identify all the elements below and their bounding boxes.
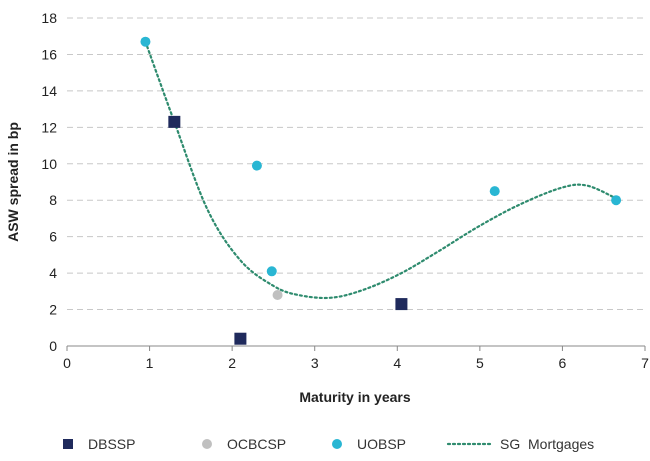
- y-tick-label: 10: [41, 156, 57, 172]
- y-tick-label: 4: [49, 265, 57, 281]
- dbssp-point: [168, 115, 181, 128]
- x-tick-label: 7: [641, 355, 649, 371]
- x-tick-label: 3: [311, 355, 319, 371]
- y-tick-label: 16: [41, 46, 57, 62]
- ocbcsp-point: [272, 289, 283, 300]
- x-tick-label: 1: [146, 355, 154, 371]
- y-tick-labels: 0 2 4 6 8 10 12 14 16 18: [41, 10, 57, 354]
- dbssp-point: [395, 298, 408, 311]
- dbssp-point: [234, 332, 247, 345]
- x-tick-label: 0: [63, 355, 71, 371]
- y-tick-label: 2: [49, 302, 57, 318]
- legend-label-dbssp: DBSSP: [88, 436, 135, 452]
- grid-lines: [67, 17, 645, 311]
- x-tick-label: 5: [476, 355, 484, 371]
- legend-label-uobsp: UOBSP: [357, 436, 406, 452]
- legend-marker-ocbcsp: [202, 439, 212, 449]
- y-tick-label: 0: [49, 338, 57, 354]
- x-tick-label: 2: [228, 355, 236, 371]
- legend: DBSSP OCBCSP UOBSP SG Mortgages: [63, 436, 594, 452]
- data-points-layer: [140, 36, 622, 345]
- legend-label-sg-mortgages: SG Mortgages: [500, 436, 594, 452]
- y-tick-label: 18: [41, 10, 57, 26]
- y-tick-label: 14: [41, 83, 57, 99]
- y-tick-label: 6: [49, 229, 57, 245]
- uobsp-point: [611, 195, 622, 206]
- x-tick-label: 6: [559, 355, 567, 371]
- y-axis-title: ASW spread in bp: [5, 122, 21, 242]
- y-tick-label: 8: [49, 192, 57, 208]
- x-axis-title: Maturity in years: [299, 389, 410, 405]
- legend-marker-dbssp: [63, 439, 73, 449]
- x-tick-labels: 0 1 2 3 4 5 6 7: [63, 355, 649, 371]
- uobsp-point: [140, 36, 151, 47]
- uobsp-point: [266, 266, 277, 277]
- axes: [66, 345, 646, 351]
- y-tick-label: 12: [41, 119, 57, 135]
- trend-curve-layer: [144, 40, 618, 300]
- uobsp-point: [251, 160, 262, 171]
- legend-label-ocbcsp: OCBCSP: [227, 436, 286, 452]
- x-tick-label: 4: [393, 355, 401, 371]
- legend-marker-uobsp: [332, 439, 342, 449]
- sg-mortgages-trend-curve: [144, 40, 618, 300]
- uobsp-point: [489, 186, 500, 197]
